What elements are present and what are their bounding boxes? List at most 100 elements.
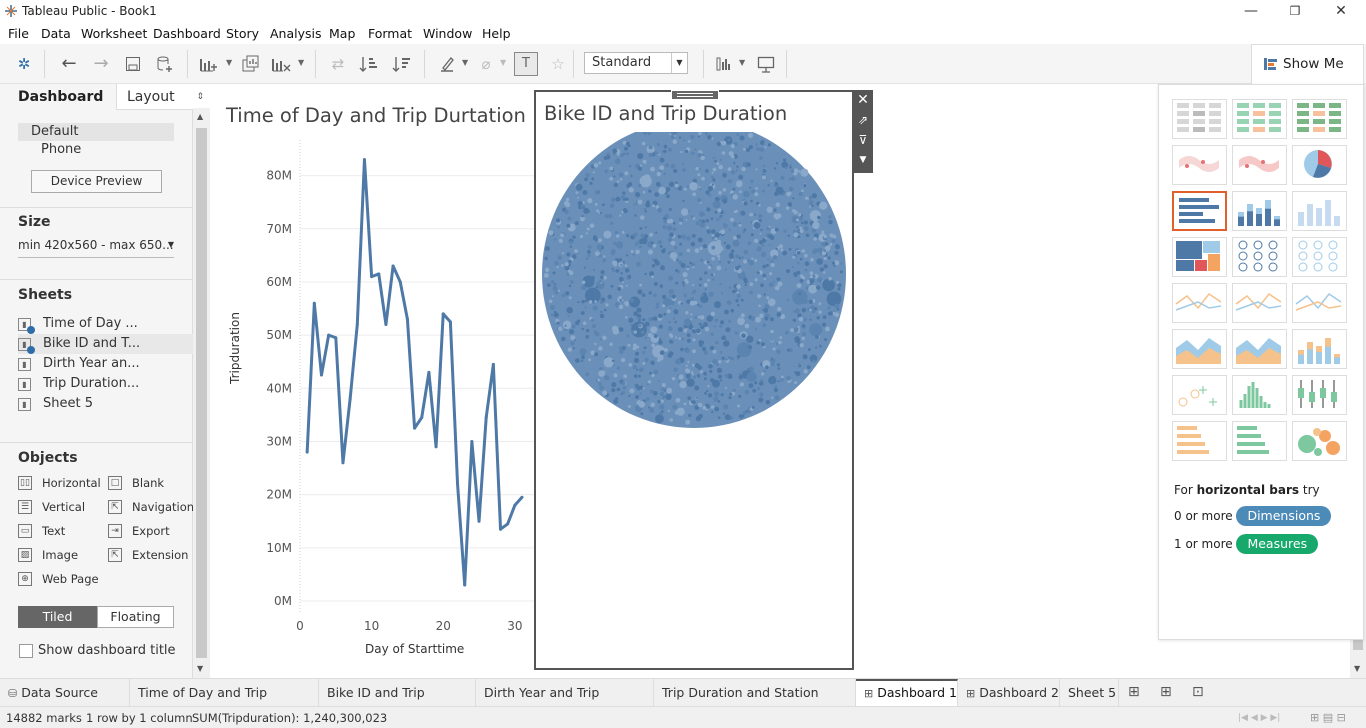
bubble[interactable] <box>673 169 678 173</box>
bubble[interactable] <box>594 352 599 357</box>
bubble[interactable] <box>807 348 811 352</box>
bubble[interactable] <box>567 347 572 352</box>
bubble[interactable] <box>682 199 685 203</box>
bubble[interactable] <box>592 305 598 311</box>
bubble[interactable] <box>679 380 687 389</box>
bubble[interactable] <box>822 271 826 274</box>
data-point[interactable] <box>391 264 395 268</box>
bubble[interactable] <box>618 276 624 282</box>
bubble[interactable] <box>837 283 842 288</box>
bubble[interactable] <box>792 318 797 322</box>
bubble[interactable] <box>710 217 714 221</box>
bubble[interactable] <box>723 223 728 228</box>
view-toggle-icons[interactable]: ⊞ ▤ ⊟ <box>1310 711 1346 724</box>
bubble[interactable] <box>759 232 762 235</box>
bubble[interactable] <box>798 362 801 366</box>
bubble[interactable] <box>691 373 694 376</box>
bubble[interactable] <box>651 264 656 268</box>
bubble[interactable] <box>824 338 827 342</box>
bubble[interactable] <box>793 327 799 333</box>
bubble[interactable] <box>706 207 711 212</box>
bubble[interactable] <box>660 399 664 403</box>
bubble[interactable] <box>759 313 764 318</box>
bubble[interactable] <box>760 228 763 232</box>
bubble[interactable] <box>750 316 756 321</box>
bubble[interactable] <box>646 200 650 204</box>
bubble[interactable] <box>669 252 678 260</box>
bubble[interactable] <box>586 227 590 231</box>
bubble[interactable] <box>560 233 565 238</box>
bubble[interactable] <box>698 132 702 136</box>
bubble[interactable] <box>705 219 709 223</box>
bubble[interactable] <box>613 175 616 178</box>
bubble[interactable] <box>658 186 666 195</box>
bubble[interactable] <box>705 169 709 173</box>
bubble[interactable] <box>719 158 722 161</box>
bubble[interactable] <box>625 152 629 156</box>
bubble[interactable] <box>746 147 751 152</box>
bubble[interactable] <box>730 249 735 254</box>
bubble[interactable] <box>598 279 602 283</box>
bubble[interactable] <box>680 208 689 216</box>
bubble[interactable] <box>840 262 843 265</box>
bubble[interactable] <box>740 313 745 318</box>
bubble[interactable] <box>825 326 830 332</box>
bubble[interactable] <box>732 194 738 200</box>
bubble[interactable] <box>726 300 732 305</box>
bubble[interactable] <box>677 380 681 384</box>
bubble[interactable] <box>688 324 694 330</box>
bubble[interactable] <box>764 304 770 310</box>
bubble[interactable] <box>733 235 737 240</box>
bubble[interactable] <box>828 276 832 281</box>
bubble[interactable] <box>754 259 758 262</box>
bubble[interactable] <box>637 199 643 205</box>
tab-layout[interactable]: Layout ⇕ <box>116 84 210 110</box>
bubble[interactable] <box>706 226 709 229</box>
bubble[interactable] <box>803 226 809 231</box>
bubble[interactable] <box>672 317 676 320</box>
bubble[interactable] <box>714 210 718 214</box>
data-point[interactable] <box>319 373 323 377</box>
bubble[interactable] <box>727 374 733 379</box>
bubble[interactable] <box>675 397 681 403</box>
bubble[interactable] <box>682 168 686 172</box>
bubble[interactable] <box>817 277 823 283</box>
bubble[interactable] <box>667 225 673 231</box>
bubble[interactable] <box>712 178 716 182</box>
data-point[interactable] <box>520 495 524 499</box>
bubble[interactable] <box>668 208 672 211</box>
bubble[interactable] <box>798 235 801 239</box>
bubble[interactable] <box>751 257 754 260</box>
bubble[interactable] <box>692 400 696 405</box>
bubble[interactable] <box>651 275 654 279</box>
bubble[interactable] <box>600 310 603 313</box>
series-line[interactable] <box>305 158 524 587</box>
bubble[interactable] <box>658 380 660 383</box>
bubble[interactable] <box>564 262 569 267</box>
bubble[interactable] <box>695 396 699 400</box>
new-worksheet-icon[interactable] <box>198 52 222 76</box>
bubble[interactable] <box>746 162 751 167</box>
bubble[interactable] <box>598 161 602 165</box>
bubble[interactable] <box>738 174 744 180</box>
menu-format[interactable]: Format <box>368 26 413 41</box>
bubble[interactable] <box>603 156 608 160</box>
bubble[interactable] <box>638 324 642 328</box>
bubble[interactable] <box>749 186 752 189</box>
bubble[interactable] <box>674 320 677 324</box>
bubble[interactable] <box>689 261 692 265</box>
bubble[interactable] <box>754 192 759 197</box>
bubble[interactable] <box>725 327 731 333</box>
bubble[interactable] <box>704 392 707 395</box>
bubble[interactable] <box>714 301 721 309</box>
bubble[interactable] <box>669 294 672 297</box>
bubble[interactable] <box>821 241 826 247</box>
bubble[interactable] <box>659 165 665 171</box>
bubble[interactable] <box>676 259 679 262</box>
bubble[interactable] <box>711 137 714 140</box>
bubble[interactable] <box>553 312 559 318</box>
bubble[interactable] <box>803 184 807 188</box>
bubble[interactable] <box>711 229 716 234</box>
bubble[interactable] <box>798 364 802 368</box>
menu-worksheet[interactable]: Worksheet <box>81 26 148 41</box>
